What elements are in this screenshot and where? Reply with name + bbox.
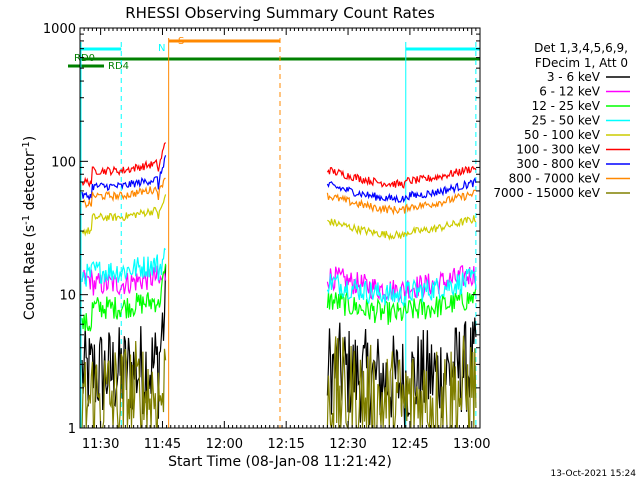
legend-label-1: 6 - 12 keV: [539, 85, 601, 99]
x-tick-label-0: 11:30: [82, 437, 119, 452]
saa-label: S: [178, 36, 184, 47]
x-tick-label-1: 11:45: [144, 437, 181, 452]
x-tick-label-4: 12:30: [329, 437, 366, 452]
series-line-6: [81, 155, 477, 204]
x-tick-label-3: 12:15: [267, 437, 304, 452]
y-axis-label-sup1: -1: [21, 215, 32, 225]
legend-label-6: 300 - 800 keV: [516, 157, 600, 171]
plot-frame: [79, 27, 481, 429]
x-tick-label-5: 12:45: [391, 437, 428, 452]
chart-title: RHESSI Observing Summary Count Rates: [125, 4, 435, 22]
y-axis-label: Count Rate (s-1 detector-1): [21, 136, 38, 320]
y-axis: 1 10 100 1000: [43, 22, 480, 437]
legend-label-5: 100 - 300 keV: [516, 143, 600, 157]
series-line-7: [81, 177, 477, 216]
series-line-4: [81, 194, 477, 241]
x-axis: 11:30 11:45 12:00 12:15 12:30 12:45 13:00: [79, 28, 490, 452]
legend-label-4: 50 - 100 keV: [524, 128, 601, 142]
x-tick-label-2: 12:00: [206, 437, 243, 452]
legend-label-7: 800 - 7000 keV: [509, 172, 601, 186]
y-tick-label-0: 1: [68, 422, 76, 437]
legend-label-2: 12 - 25 keV: [532, 99, 601, 113]
annotation-bands: RD0 RD4 N S: [68, 36, 480, 428]
series-line-2: [81, 263, 477, 332]
y-axis-label-sup2: -1: [21, 141, 32, 151]
night-label: N: [158, 43, 165, 54]
y-axis-label-main: Count Rate (s: [22, 225, 38, 320]
legend-label-8: 7000 - 15000 keV: [493, 186, 600, 200]
y-tick-label-1: 10: [59, 289, 76, 304]
generated-timestamp: 13-Oct-2021 15:24: [551, 469, 637, 479]
series-group: [81, 142, 477, 430]
rd4-label: RD4: [108, 61, 129, 72]
legend: Det 1,3,4,5,6,9, FDecim 1, Att 0 3 - 6 k…: [493, 41, 630, 200]
legend-header-line1: Det 1,3,4,5,6,9,: [534, 41, 628, 55]
y-axis-label-end: ): [22, 136, 38, 141]
x-axis-label: Start Time (08-Jan-08 11:21:42): [168, 454, 392, 470]
y-tick-label-3: 1000: [43, 22, 76, 37]
y-axis-label-mid: detector: [22, 151, 38, 215]
legend-header-line2: FDecim 1, Att 0: [535, 56, 628, 70]
rd0-label: RD0: [74, 53, 95, 64]
series-line-3: [81, 247, 477, 307]
x-tick-label-6: 13:00: [453, 437, 490, 452]
series-line-1: [81, 265, 477, 303]
series-line-5: [81, 142, 477, 189]
legend-label-0: 3 - 6 keV: [547, 70, 601, 84]
legend-label-3: 25 - 50 keV: [532, 114, 601, 128]
y-tick-label-2: 100: [51, 155, 76, 170]
